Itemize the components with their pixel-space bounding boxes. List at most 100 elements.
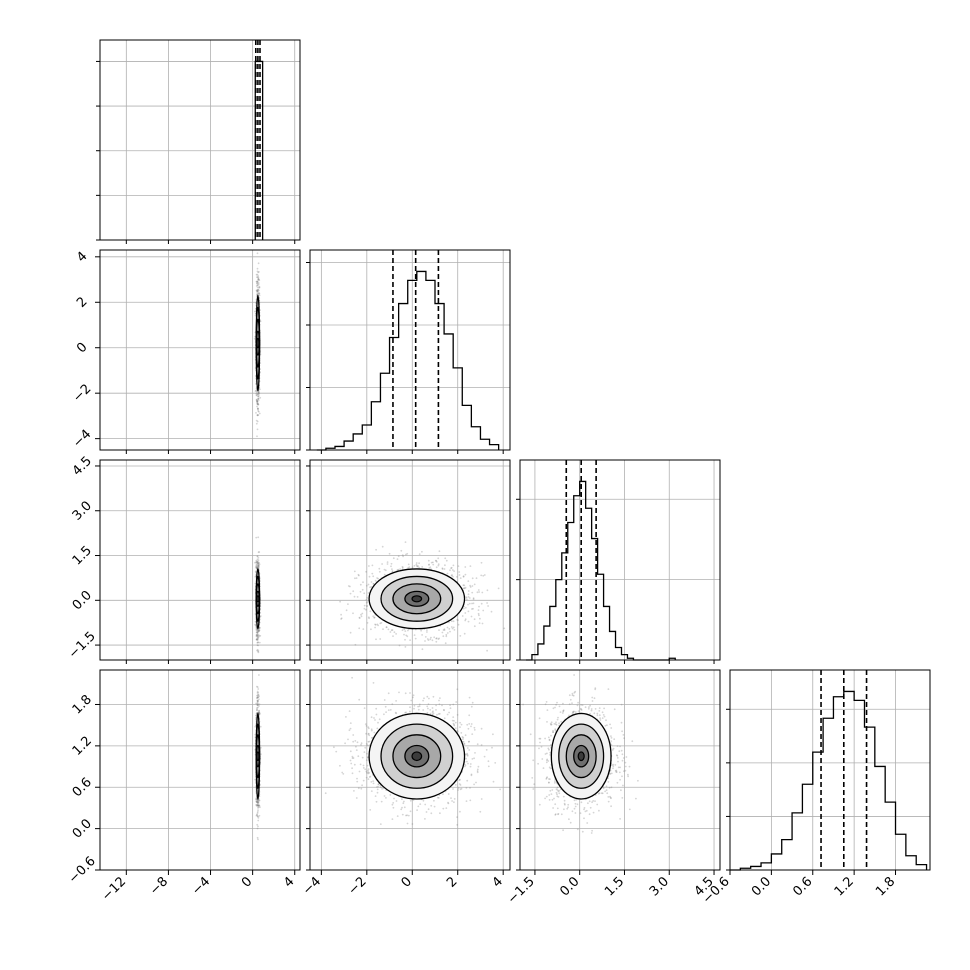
scatter-point xyxy=(255,399,258,401)
scatter-point xyxy=(435,637,438,640)
scatter-point xyxy=(256,704,259,707)
scatter-point xyxy=(413,634,416,636)
scatter-point xyxy=(363,604,366,607)
scatter-point xyxy=(256,799,258,801)
scatter-point xyxy=(391,568,393,570)
scatter-point xyxy=(253,337,256,340)
scatter-point xyxy=(257,807,259,809)
scatter-point xyxy=(256,633,259,636)
scatter-point xyxy=(257,278,260,281)
scatter-point xyxy=(254,566,257,569)
scatter-point xyxy=(257,804,260,807)
scatter-point xyxy=(472,607,474,610)
scatter-point xyxy=(430,561,433,564)
scatter-point xyxy=(257,282,260,284)
scatter-point xyxy=(256,414,259,417)
scatter-point xyxy=(256,407,259,410)
scatter-point xyxy=(258,391,260,393)
scatter-point xyxy=(256,628,258,631)
scatter-point xyxy=(355,577,358,579)
scatter-point xyxy=(467,603,469,606)
scatter-point xyxy=(258,551,261,553)
scatter-point xyxy=(430,636,432,639)
scatter-point xyxy=(463,632,466,635)
scatter-point xyxy=(367,592,370,594)
scatter-point xyxy=(370,581,373,583)
scatter-point xyxy=(365,599,368,601)
scatter-point xyxy=(257,293,260,295)
scatter-point xyxy=(254,620,257,623)
scatter-point xyxy=(381,545,384,548)
scatter-point xyxy=(463,587,466,590)
scatter-point xyxy=(464,566,467,568)
scatter-point xyxy=(257,557,260,559)
scatter-point xyxy=(462,607,465,610)
scatter-point xyxy=(256,293,259,296)
scatter-point xyxy=(368,617,370,620)
scatter-point xyxy=(478,605,480,608)
scatter-point xyxy=(258,292,261,295)
scatter-point xyxy=(464,606,467,609)
scatter-point xyxy=(256,635,258,637)
density-panel-1-0 xyxy=(99,249,301,451)
scatter-point xyxy=(255,716,257,719)
scatter-point xyxy=(349,585,351,588)
scatter-point xyxy=(256,289,259,292)
scatter-point xyxy=(256,252,259,255)
scatter-point xyxy=(256,804,259,807)
scatter-point xyxy=(465,596,467,598)
scatter-point xyxy=(407,563,410,566)
scatter-point xyxy=(416,565,418,567)
scatter-point xyxy=(255,631,258,634)
scatter-point xyxy=(464,619,467,622)
scatter-point xyxy=(448,628,451,630)
scatter-point xyxy=(378,567,381,570)
scatter-point xyxy=(257,633,260,636)
scatter-point xyxy=(435,640,438,643)
scatter-point xyxy=(397,555,400,558)
scatter-point xyxy=(368,575,371,578)
scatter-point xyxy=(392,635,394,637)
scatter-point xyxy=(372,615,375,618)
scatter-point xyxy=(406,635,409,638)
scatter-point xyxy=(259,635,262,637)
scatter-point xyxy=(472,602,475,605)
scatter-point xyxy=(257,289,260,292)
scatter-point xyxy=(456,618,459,621)
scatter-point xyxy=(256,555,259,558)
scatter-point xyxy=(256,631,258,634)
scatter-point xyxy=(366,605,368,607)
scatter-point xyxy=(257,393,259,396)
scatter-point xyxy=(432,563,435,566)
scatter-point xyxy=(385,626,388,628)
scatter-point xyxy=(462,575,465,578)
scatter-point xyxy=(256,685,258,688)
scatter-point xyxy=(380,622,383,624)
scatter-point xyxy=(444,642,447,645)
scatter-point xyxy=(256,704,259,707)
scatter-point xyxy=(257,699,259,702)
panel-frame xyxy=(99,39,301,241)
scatter-point xyxy=(438,629,440,631)
scatter-point xyxy=(405,553,407,556)
panel-content xyxy=(254,674,262,841)
scatter-point xyxy=(256,815,259,818)
scatter-point xyxy=(259,388,261,391)
scatter-point xyxy=(256,560,259,563)
scatter-point xyxy=(256,641,259,644)
scatter-point xyxy=(255,412,257,414)
scatter-point xyxy=(421,648,424,651)
scatter-point xyxy=(257,288,260,291)
scatter-point xyxy=(256,708,258,710)
scatter-point xyxy=(452,564,455,567)
scatter-point xyxy=(256,637,259,640)
scatter-point xyxy=(257,651,260,654)
scatter-point xyxy=(468,602,471,605)
scatter-point xyxy=(466,598,468,601)
scatter-point xyxy=(420,629,422,632)
scatter-point xyxy=(352,590,355,593)
scatter-point xyxy=(450,620,453,623)
scatter-point xyxy=(255,638,258,641)
scatter-point xyxy=(257,566,260,569)
scatter-point xyxy=(405,634,408,637)
